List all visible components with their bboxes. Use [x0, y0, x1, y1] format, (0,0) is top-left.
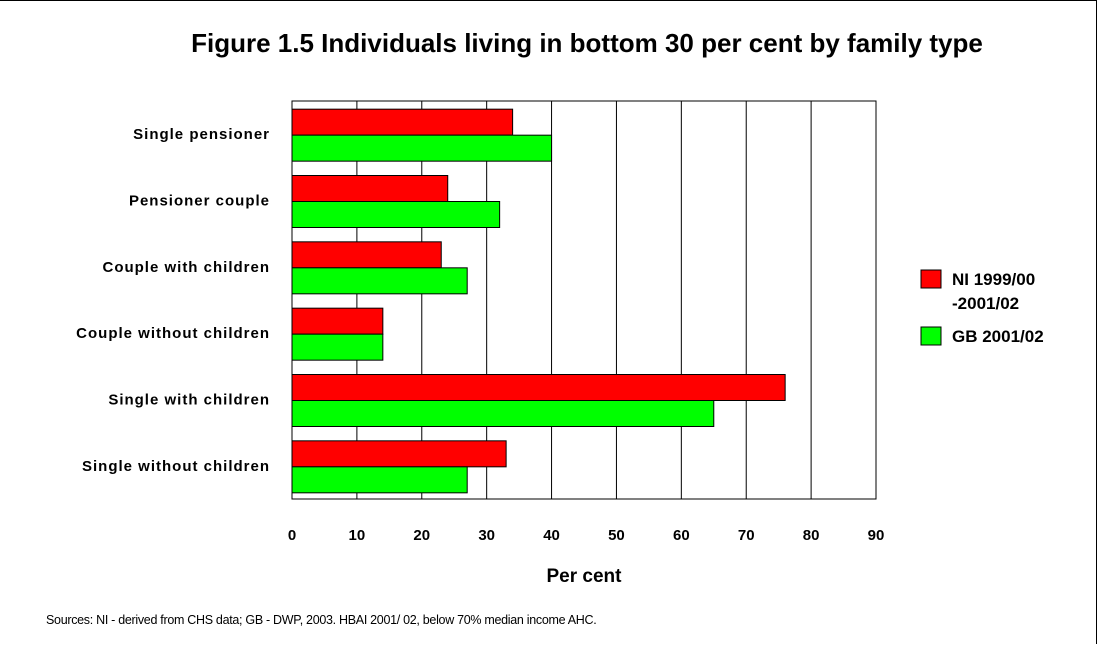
category-label: Pensioner couple [129, 193, 270, 210]
gridlines [356, 101, 812, 499]
x-tick-label: 60 [673, 527, 690, 544]
bar [291, 333, 384, 361]
bar [291, 134, 553, 162]
legend-label: GB 2001/02 [952, 327, 1044, 346]
category-label: Couple with children [102, 259, 270, 276]
bar [291, 400, 715, 427]
category-label: Single without children [82, 458, 270, 475]
bar [291, 466, 468, 494]
x-tick-label: 30 [478, 527, 495, 544]
x-tick-label: 70 [738, 527, 755, 544]
bar [291, 440, 507, 468]
bar [291, 201, 501, 228]
bar [291, 374, 786, 401]
legend-swatch [920, 269, 942, 289]
bar [291, 307, 384, 335]
category-label: Single pensioner [133, 126, 270, 143]
bar [291, 241, 442, 269]
category-label: Single with children [108, 392, 270, 409]
category-labels: Single pensioner Pensioner couple Couple w… [76, 126, 270, 475]
x-tick-labels: 0 10 20 30 40 50 60 70 80 90 [288, 527, 885, 544]
bar [291, 267, 468, 295]
x-tick-label: 40 [543, 527, 560, 544]
x-tick-label: 10 [349, 527, 366, 544]
bar [291, 175, 449, 202]
plot-border [291, 100, 877, 500]
bars [291, 108, 786, 494]
legend-label: -2001/02 [952, 294, 1019, 313]
x-tick-label: 0 [288, 527, 296, 544]
category-label: Couple without children [76, 325, 270, 342]
x-tick-label: 80 [803, 527, 820, 544]
legend: NI 1999/00 -2001/02 GB 2001/02 [920, 269, 1044, 346]
plot-area [291, 100, 877, 500]
x-tick-label: 50 [608, 527, 625, 544]
x-tick-label: 20 [413, 527, 430, 544]
x-axis-title: Per cent [547, 566, 623, 587]
bar [291, 108, 514, 136]
legend-label: NI 1999/00 [952, 270, 1035, 289]
x-tick-label: 90 [868, 527, 885, 544]
legend-swatch [920, 326, 942, 346]
source-note: Sources: NI - derived from CHS data; GB … [46, 613, 597, 627]
chart-title: Figure 1.5 Individuals living in bottom … [191, 28, 983, 58]
